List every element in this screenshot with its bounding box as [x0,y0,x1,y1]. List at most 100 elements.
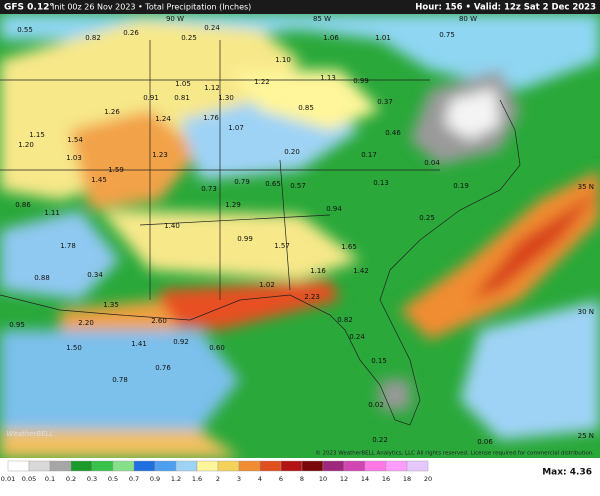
point-value: 0.25 [181,34,197,42]
borders [0,40,521,426]
legend-swatch [301,460,324,472]
legend-label: 0.3 [87,475,97,483]
legend-swatch [280,460,303,472]
legend-label: 14 [361,475,369,483]
point-value: 0.75 [439,31,455,39]
legend-swatch [112,460,135,472]
point-value: 2.20 [78,319,94,327]
legend-label: 0.2 [66,475,76,483]
point-value: 1.03 [66,154,82,162]
legend-label: 4 [258,475,262,483]
point-value: 0.79 [234,178,250,186]
point-value: 1.29 [225,201,241,209]
point-value: 1.76 [203,114,219,122]
legend-label: 0.5 [108,475,118,483]
legend-label: 3 [237,475,241,483]
point-value: 1.41 [131,340,147,348]
point-value: 1.23 [152,151,168,159]
point-value: 0.19 [453,182,469,190]
point-value: 1.10 [275,56,291,64]
lat-label: 25 N [578,432,594,440]
point-value: 1.11 [44,209,60,217]
legend-swatch [7,460,30,472]
valid-time: Hour: 156 • Valid: 12z Sat 2 Dec 2023 [415,3,596,13]
point-value: 1.15 [29,131,45,139]
legend-label: 0.05 [22,475,36,483]
legend-label: 1.6 [192,475,202,483]
point-value: 0.24 [349,333,365,341]
point-value: 1.57 [274,242,290,250]
legend-label: 16 [382,475,390,483]
lat-label: 30 N [578,308,594,316]
point-value: 1.40 [164,222,180,230]
point-value: 0.94 [326,205,342,213]
legend-label: 6 [279,475,283,483]
point-value: 1.45 [91,176,107,184]
point-value: 1.16 [310,267,326,275]
point-value: 1.26 [104,108,120,116]
header-bar [0,0,600,14]
point-value: 0.13 [373,179,389,187]
legend-swatch [91,460,114,472]
point-value: 0.73 [201,185,217,193]
point-value: 0.82 [337,316,353,324]
legend-swatch [238,460,261,472]
point-value: 0.26 [123,29,139,37]
legend-swatch [28,460,51,472]
point-value: 0.37 [377,98,393,106]
point-value: 0.99 [237,235,253,243]
lon-label: 85 W [313,15,331,23]
legend-label: 0.7 [129,475,139,483]
point-value: 0.02 [368,401,384,409]
lon-label: 90 W [166,15,184,23]
copyright: © 2023 WeatherBELL Analytics, LLC All ri… [315,450,594,457]
point-value: 0.92 [173,338,189,346]
point-value: 1.06 [323,34,339,42]
legend-swatch [154,460,177,472]
legend-label: 0.1 [45,475,55,483]
legend-swatch [49,460,72,472]
point-value: 0.78 [112,376,128,384]
point-value: 0.17 [361,151,377,159]
legend-label: 0.9 [150,475,160,483]
point-value: 0.91 [143,94,159,102]
legend-swatch [217,460,240,472]
legend-swatch [322,460,345,472]
legend-label: 2 [216,475,220,483]
point-value: 1.50 [66,344,82,352]
point-value: 1.20 [18,141,34,149]
point-value: 0.95 [9,321,25,329]
point-value: 0.20 [284,148,300,156]
point-value: 1.05 [175,80,191,88]
legend-label: 12 [340,475,348,483]
point-value: 0.24 [204,24,220,32]
point-value: 1.54 [67,136,83,144]
legend-swatch [175,460,198,472]
legend-swatch [343,460,366,472]
point-value: 0.88 [34,274,50,282]
title: Init 00z 26 Nov 2023 • Total Precipitati… [52,3,251,12]
point-value: 0.34 [87,271,103,279]
model: GFS 0.12° [4,3,54,13]
point-value: 0.60 [209,344,225,352]
point-value: 1.22 [254,78,270,86]
legend-swatch [385,460,408,472]
logo: WeatherBELL [7,430,54,438]
legend-swatch [133,460,156,472]
point-value: 1.02 [259,281,275,289]
legend-swatch [364,460,387,472]
point-value: 0.22 [372,436,388,444]
legend-swatch [196,460,219,472]
point-value: 0.06 [477,438,493,446]
legend-label: 8 [300,475,304,483]
legend-label: 20 [424,475,432,483]
point-value: 0.65 [265,180,281,188]
point-value: 0.99 [353,77,369,85]
point-value: 0.46 [385,129,401,137]
point-value: 2.23 [304,293,320,301]
legend-swatch [70,460,93,472]
point-value: 1.65 [341,243,357,251]
point-value: 0.04 [424,159,440,167]
point-value: 2.60 [151,317,167,325]
